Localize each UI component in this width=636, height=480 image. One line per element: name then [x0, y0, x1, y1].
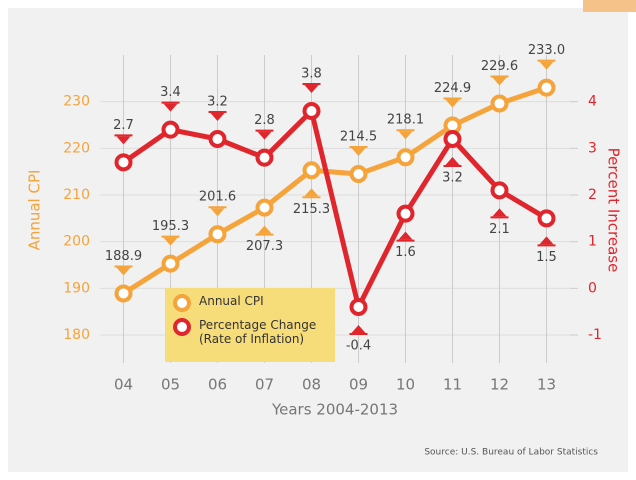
data-label: 2.1	[489, 222, 510, 237]
y-tick-label: 190	[63, 280, 90, 296]
x-tick-label: 06	[208, 376, 227, 394]
label-pointer	[163, 237, 178, 246]
data-label: 215.3	[293, 202, 330, 217]
point	[208, 225, 227, 244]
point	[114, 284, 133, 303]
point	[255, 148, 274, 167]
point	[443, 130, 462, 148]
data-label: 218.1	[387, 113, 424, 128]
series-line	[122, 85, 548, 296]
x-tick-label: 13	[537, 376, 556, 394]
label-pointer	[398, 231, 413, 240]
y-tick-label: 180	[63, 327, 90, 343]
label-pointer	[116, 267, 131, 276]
data-label: 2.8	[254, 113, 275, 128]
y2-axis-label: Percent Increase	[605, 148, 623, 273]
legend-swatch	[173, 318, 191, 336]
label-pointer	[351, 148, 366, 156]
data-label: 1.6	[395, 245, 416, 260]
label-pointer	[351, 325, 366, 333]
y2-tick-label: 2	[588, 187, 597, 203]
point	[537, 209, 556, 228]
legend: Annual CPI Percentage Change (Rate of Inf…	[165, 288, 335, 362]
data-label: 3.2	[207, 95, 228, 110]
x-tick-label: 04	[114, 376, 133, 394]
data-label: 224.9	[434, 81, 471, 96]
legend-label: Percentage Change (Rate of Inflation)	[199, 318, 317, 346]
data-label: 195.3	[152, 219, 189, 234]
label-pointer	[304, 85, 319, 93]
point	[114, 153, 133, 172]
x-tick-label: 11	[443, 376, 462, 394]
data-label: 229.6	[481, 59, 518, 74]
label-pointer	[304, 188, 319, 197]
x-tick-label: 10	[396, 376, 415, 394]
data-label: 3.4	[160, 85, 181, 100]
y2-tick-label: 4	[588, 94, 597, 110]
data-label: 201.6	[199, 190, 236, 205]
data-label: 1.5	[536, 250, 557, 265]
label-pointer	[257, 131, 272, 140]
label-pointer	[445, 99, 460, 108]
corner-tab	[583, 0, 636, 12]
data-label: 214.5	[340, 130, 377, 145]
point	[208, 130, 227, 148]
x-tick-label: 12	[490, 376, 509, 394]
label-pointer	[492, 77, 507, 86]
data-label: 3.2	[442, 171, 463, 186]
y2-tick-label: 1	[588, 234, 597, 250]
point	[349, 165, 368, 183]
point	[349, 298, 368, 316]
point	[302, 161, 321, 180]
source: Source: U.S. Bureau of Labor Statistics	[424, 448, 598, 458]
y-axis-label: Annual CPI	[26, 170, 44, 251]
point	[302, 102, 321, 120]
y2-tick-label: 0	[588, 280, 597, 296]
y-tick-label: 210	[63, 187, 90, 203]
label-pointer	[257, 225, 272, 234]
label-pointer	[445, 157, 460, 165]
label-pointer	[210, 208, 225, 217]
point	[396, 148, 415, 167]
label-pointer	[539, 61, 554, 70]
point	[490, 181, 509, 200]
label-pointer	[539, 236, 554, 245]
data-label: 3.8	[301, 67, 322, 82]
legend-entry: Annual CPI	[173, 294, 327, 312]
legend-entry: Percentage Change (Rate of Inflation)	[173, 318, 327, 346]
legend-label: Annual CPI	[199, 294, 264, 308]
x-tick-label: 05	[161, 376, 180, 394]
data-label: 207.3	[246, 239, 283, 254]
y-tick-label: 230	[63, 94, 90, 110]
point	[396, 204, 415, 223]
data-label: 2.7	[113, 118, 134, 133]
data-label: 188.9	[105, 249, 142, 264]
label-pointer	[210, 113, 225, 121]
label-pointer	[398, 131, 413, 140]
x-tick-label: 09	[349, 376, 368, 394]
point	[161, 120, 180, 139]
point	[537, 78, 556, 97]
legend-swatch	[173, 294, 191, 312]
series-line	[122, 108, 548, 310]
y2-tick-label: 3	[588, 140, 597, 156]
y-tick-label: 220	[63, 140, 90, 156]
x-tick-label: 07	[255, 376, 274, 394]
data-label: 233.0	[528, 43, 565, 58]
x-tick-label: 08	[302, 376, 321, 394]
y2-tick-label: -1	[588, 327, 602, 343]
point	[255, 198, 274, 217]
y-tick-label: 200	[63, 234, 90, 250]
label-pointer	[116, 136, 131, 145]
x-axis-label: Years 2004-2013	[271, 401, 398, 419]
point	[490, 94, 509, 113]
label-pointer	[492, 208, 507, 217]
data-label: -0.4	[346, 339, 371, 354]
point	[161, 254, 180, 273]
label-pointer	[163, 103, 178, 112]
